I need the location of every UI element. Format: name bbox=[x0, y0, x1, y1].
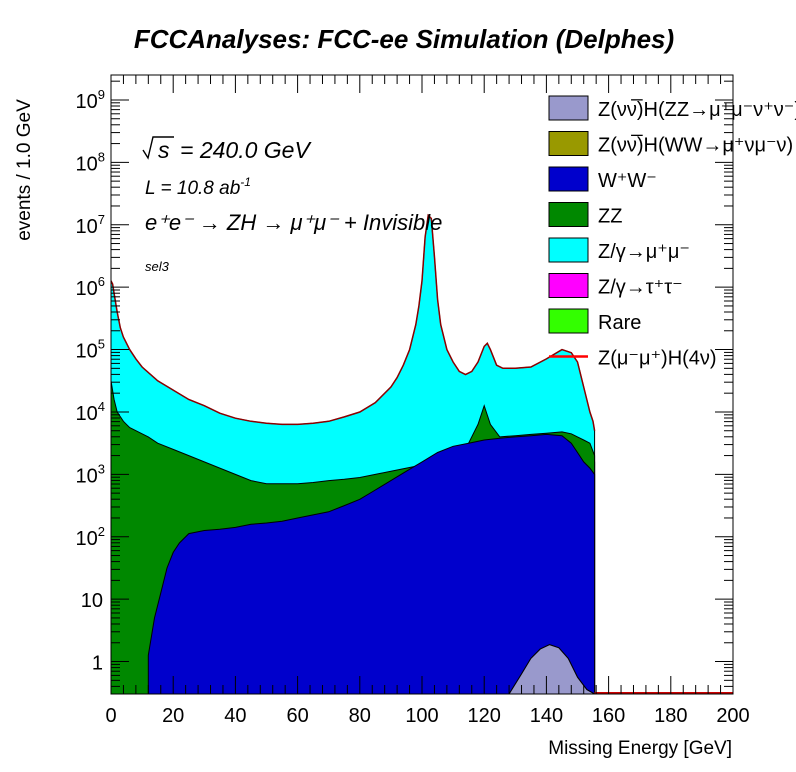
legend-label-ww: W⁺W⁻ bbox=[598, 170, 657, 192]
legend-swatch bbox=[548, 273, 589, 298]
legend-swatch bbox=[548, 166, 589, 192]
stacked-histogram bbox=[110, 213, 733, 695]
x-tick-label: 40 bbox=[224, 705, 246, 727]
chart-title: FCCAnalyses: FCC-ee Simulation (Delphes) bbox=[134, 24, 674, 54]
y-tick-label: 109 bbox=[76, 87, 105, 113]
annotation-selection: sel3 bbox=[145, 259, 170, 274]
legend-label-zz: ZZ bbox=[598, 206, 622, 228]
y-tick-label: 1 bbox=[92, 653, 103, 675]
legend-label-zvvh_ww: Z(νν̅)H(WW→μ⁺νμ⁻ν) bbox=[598, 134, 793, 157]
y-tick-label: 107 bbox=[76, 212, 105, 238]
legend-label-rare: Rare bbox=[598, 312, 641, 334]
sqrt-s-symbol: s bbox=[158, 137, 170, 163]
legend-label-zvvh_zz: Z(νν̅)H(ZZ→μ⁺μ⁻ν⁺ν⁻) bbox=[598, 98, 796, 121]
legend-swatch bbox=[548, 95, 589, 121]
annotation-luminosity: L = 10.8 ab-1 bbox=[145, 175, 251, 199]
y-axis-label: events / 1.0 GeV bbox=[14, 99, 35, 241]
x-tick-label: 80 bbox=[349, 705, 371, 727]
x-axis-label: Missing Energy [GeV] bbox=[548, 738, 732, 759]
sqrt-s-value: = 240.0 GeV bbox=[180, 137, 312, 163]
axes: 0 20 40 60 80 100 120 140 160 180 200 1 10 102 103 104 1… bbox=[76, 75, 750, 727]
stack-envelope-line bbox=[110, 213, 596, 431]
legend-swatch bbox=[548, 237, 589, 263]
x-tick-label: 180 bbox=[654, 705, 687, 727]
x-tick-label: 0 bbox=[105, 705, 116, 727]
y-tick-label: 108 bbox=[76, 149, 105, 175]
legend: Z(νν̅)H(ZZ→μ⁺μ⁻ν⁺ν⁻) Z(νν̅)H(WW→μ⁺νμ⁻ν) W⁺… bbox=[548, 95, 796, 370]
annotation-process: e⁺e⁻ → ZH → μ⁺μ⁻ + Invisible bbox=[145, 210, 442, 235]
y-tick-label: 103 bbox=[76, 461, 105, 487]
x-tick-label: 140 bbox=[530, 705, 563, 727]
y-tick-label: 10 bbox=[81, 590, 103, 612]
y-tick-label: 102 bbox=[76, 524, 105, 550]
x-tick-label: 120 bbox=[468, 705, 501, 727]
y-tick-label: 105 bbox=[76, 337, 105, 363]
series-area-ww bbox=[147, 433, 596, 695]
x-tick-label: 20 bbox=[162, 705, 184, 727]
x-tick-label: 160 bbox=[592, 705, 625, 727]
legend-label-zh_4nu: Z(μ⁻μ⁺)H(4ν) bbox=[598, 348, 717, 370]
lumi-text: L = 10.8 ab bbox=[145, 178, 240, 199]
x-tick-label: 60 bbox=[286, 705, 308, 727]
lumi-exponent: -1 bbox=[240, 175, 251, 189]
y-tick-label: 106 bbox=[76, 274, 105, 300]
legend-swatch bbox=[548, 131, 589, 156]
x-tick-label: 200 bbox=[716, 705, 749, 727]
x-tick-label: 100 bbox=[405, 705, 438, 727]
sqrt-symbol-icon bbox=[142, 136, 174, 160]
legend-label-zmumu: Z/γ→μ⁺μ⁻ bbox=[598, 241, 690, 263]
annotation-sqrt-s: s = 240.0 GeV bbox=[142, 136, 312, 163]
legend-swatch bbox=[548, 308, 589, 334]
legend-swatch bbox=[548, 202, 589, 227]
legend-label-ztautau: Z/γ→τ⁺τ⁻ bbox=[598, 277, 683, 299]
y-tick-label: 104 bbox=[76, 399, 105, 425]
